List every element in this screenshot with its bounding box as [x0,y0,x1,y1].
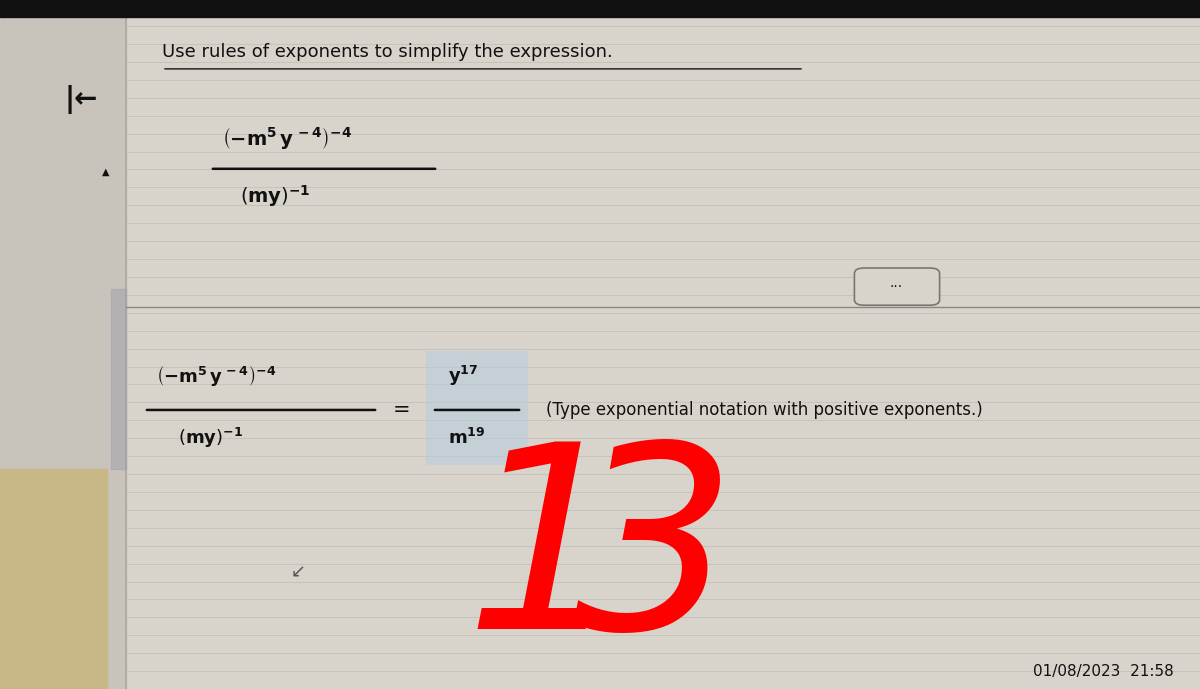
Text: 3: 3 [572,433,736,683]
Text: $\mathbf{y^{17}}$: $\mathbf{y^{17}}$ [448,364,478,387]
Text: 1: 1 [464,433,628,683]
Bar [426,351,528,465]
Text: =: = [394,400,410,420]
Text: |←: |← [65,85,98,114]
Text: $\mathbf{\left(my\right)^{-1}}$: $\mathbf{\left(my\right)^{-1}}$ [240,183,311,209]
Text: $\mathbf{\left(-m^5\, y^{\,-4}\right)^{-4}}$: $\mathbf{\left(-m^5\, y^{\,-4}\right)^{-… [222,125,352,151]
Bar [0,469,107,689]
Text: (Type exponential notation with positive exponents.): (Type exponential notation with positive… [546,401,983,419]
Text: $\mathbf{\left(my\right)^{-1}}$: $\mathbf{\left(my\right)^{-1}}$ [178,426,242,449]
Bar [0,17,126,689]
Text: ▲: ▲ [102,167,109,177]
Text: Use rules of exponents to simplify the expression.: Use rules of exponents to simplify the e… [162,43,613,61]
FancyBboxPatch shape [854,268,940,305]
Bar [110,289,126,469]
Text: $\mathbf{m^{19}}$: $\mathbf{m^{19}}$ [448,427,485,448]
Text: ···: ··· [890,280,902,294]
Text: ↗: ↗ [287,559,301,577]
Text: 01/08/2023  21:58: 01/08/2023 21:58 [1033,664,1174,679]
Text: $\mathbf{\left(-m^5\, y^{\,-4}\right)^{-4}}$: $\mathbf{\left(-m^5\, y^{\,-4}\right)^{-… [156,363,276,388]
Bar [0,0,1200,17]
